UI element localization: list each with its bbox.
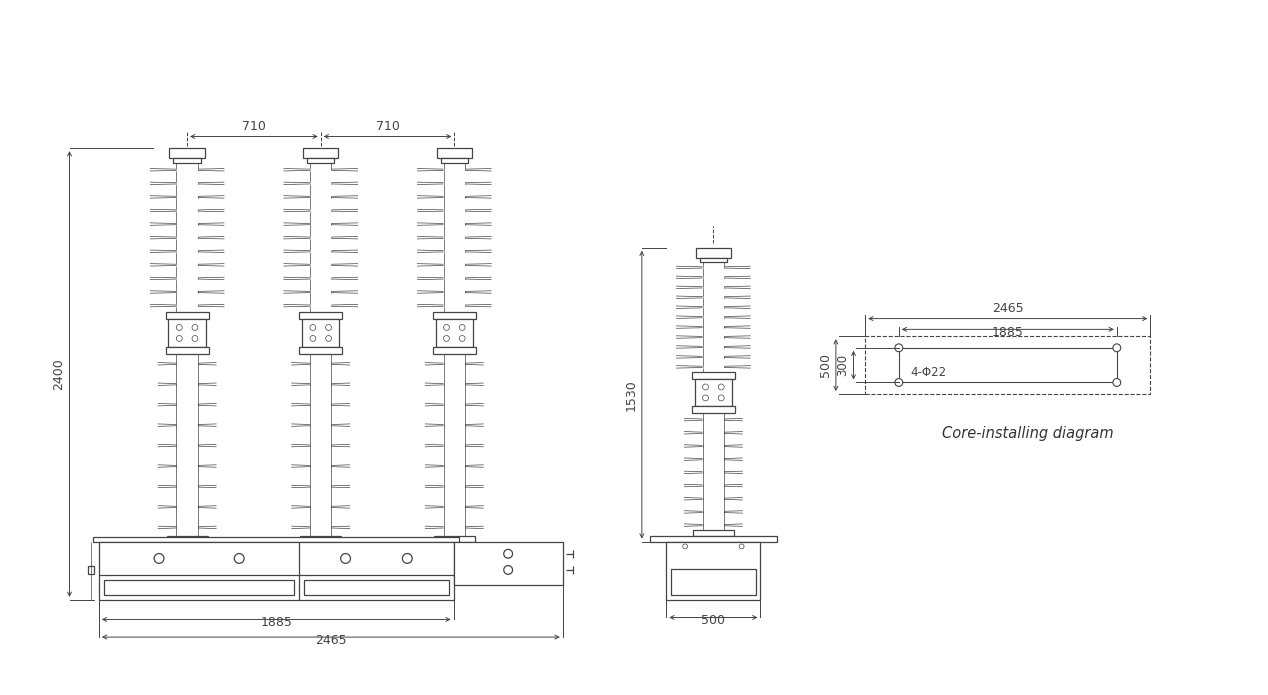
Bar bbox=[99, 541, 454, 600]
Text: Core-installing diagram: Core-installing diagram bbox=[942, 426, 1113, 441]
Text: 300: 300 bbox=[837, 354, 850, 376]
Circle shape bbox=[155, 553, 164, 564]
Bar bbox=[303, 148, 339, 158]
Bar bbox=[166, 312, 209, 319]
Text: 710: 710 bbox=[375, 120, 399, 133]
Circle shape bbox=[191, 336, 198, 341]
Circle shape bbox=[1113, 379, 1121, 386]
Bar bbox=[671, 569, 756, 595]
Circle shape bbox=[895, 379, 903, 386]
Text: 2400: 2400 bbox=[52, 358, 66, 390]
Bar bbox=[304, 580, 449, 595]
Circle shape bbox=[444, 336, 449, 341]
Bar bbox=[650, 536, 777, 541]
Bar bbox=[432, 312, 476, 319]
Bar bbox=[299, 312, 342, 319]
Circle shape bbox=[341, 553, 350, 564]
Bar bbox=[700, 258, 727, 263]
Bar bbox=[299, 347, 342, 354]
Bar bbox=[93, 537, 459, 541]
Circle shape bbox=[176, 336, 183, 341]
Bar bbox=[169, 319, 205, 347]
Bar bbox=[302, 319, 340, 347]
Bar bbox=[695, 379, 732, 406]
Circle shape bbox=[895, 344, 903, 352]
Text: 710: 710 bbox=[242, 120, 266, 133]
Bar bbox=[301, 536, 341, 541]
Bar bbox=[434, 536, 476, 541]
Text: 500: 500 bbox=[701, 614, 725, 628]
Text: 2465: 2465 bbox=[314, 634, 346, 647]
Bar bbox=[307, 158, 335, 163]
Circle shape bbox=[1113, 344, 1121, 352]
Circle shape bbox=[718, 395, 724, 401]
Bar bbox=[865, 336, 1150, 394]
Circle shape bbox=[459, 325, 465, 330]
Circle shape bbox=[402, 553, 412, 564]
Bar bbox=[440, 158, 468, 163]
Circle shape bbox=[326, 325, 331, 330]
Circle shape bbox=[326, 336, 331, 341]
Bar bbox=[436, 319, 473, 347]
Circle shape bbox=[682, 544, 687, 549]
Circle shape bbox=[702, 395, 709, 401]
Bar bbox=[166, 347, 209, 354]
Bar bbox=[692, 372, 735, 379]
Bar bbox=[899, 348, 1117, 382]
Bar bbox=[696, 247, 732, 258]
Circle shape bbox=[459, 336, 465, 341]
Text: 2465: 2465 bbox=[992, 302, 1023, 315]
Circle shape bbox=[503, 549, 512, 558]
Circle shape bbox=[702, 384, 709, 390]
Text: 1885: 1885 bbox=[992, 326, 1023, 339]
Bar bbox=[174, 158, 200, 163]
Bar bbox=[692, 406, 735, 413]
Bar bbox=[166, 536, 208, 541]
Circle shape bbox=[191, 325, 198, 330]
Circle shape bbox=[503, 566, 512, 574]
Circle shape bbox=[309, 336, 316, 341]
Circle shape bbox=[718, 384, 724, 390]
Circle shape bbox=[739, 544, 744, 549]
Text: 500: 500 bbox=[819, 353, 832, 377]
Circle shape bbox=[176, 325, 183, 330]
Circle shape bbox=[235, 553, 245, 564]
Text: 4-Φ22: 4-Φ22 bbox=[910, 366, 947, 379]
Bar bbox=[89, 566, 94, 573]
Bar bbox=[104, 580, 294, 595]
Text: 1885: 1885 bbox=[260, 616, 292, 629]
Circle shape bbox=[444, 325, 449, 330]
Circle shape bbox=[309, 325, 316, 330]
Bar bbox=[432, 347, 476, 354]
Text: 1530: 1530 bbox=[625, 379, 638, 411]
Bar bbox=[436, 148, 472, 158]
Bar bbox=[667, 541, 761, 600]
Bar bbox=[692, 530, 734, 536]
Bar bbox=[454, 541, 563, 585]
Bar bbox=[170, 148, 204, 158]
